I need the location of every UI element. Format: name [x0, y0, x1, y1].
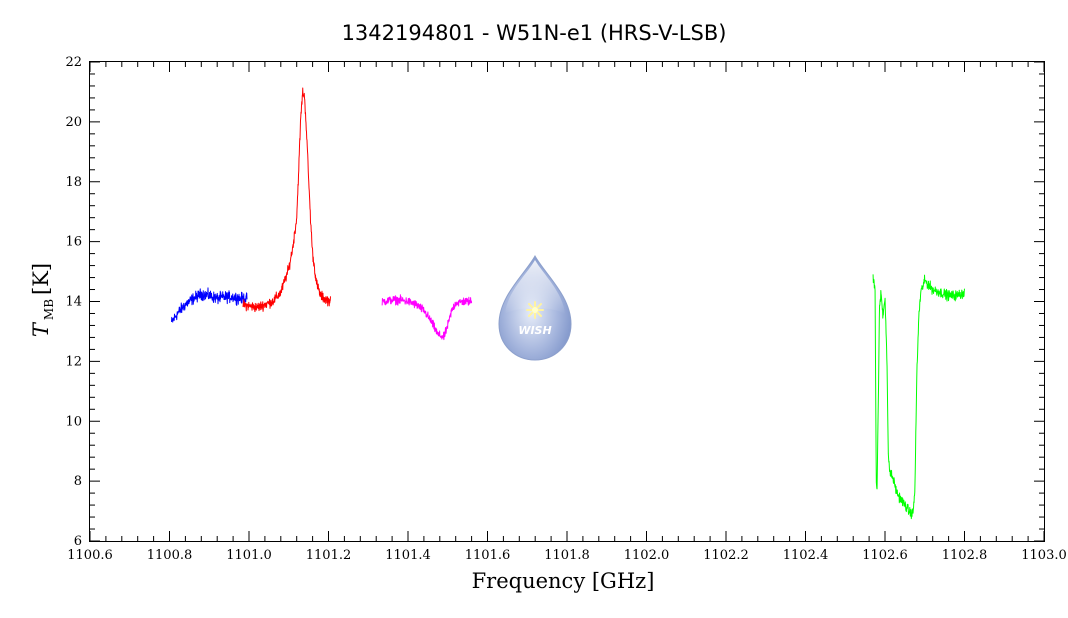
y-tick-label: 14	[65, 295, 82, 310]
y-tick-labels: 6 8 10 12 14 16 18 20 22	[65, 55, 82, 549]
series-line-1	[242, 87, 331, 313]
wish-logo: WISH	[498, 254, 572, 361]
y-axis-label: TMB [K]	[29, 263, 56, 337]
x-tick-label: 1101.8	[544, 548, 590, 563]
x-tick-label: 1102.8	[942, 548, 988, 563]
star-core	[532, 307, 538, 313]
x-tick-label: 1103.0	[1021, 548, 1067, 563]
y-axis-label-main: T	[29, 321, 53, 337]
x-tick-label: 1100.8	[147, 548, 193, 563]
y-tick-label: 12	[65, 354, 82, 369]
x-tick-label: 1102.0	[624, 548, 670, 563]
x-tick-labels: 1100.6 1100.8 1101.0 1101.2 1101.4 1101.6 1101…	[67, 548, 1067, 563]
x-tick-label: 1101.0	[226, 548, 272, 563]
x-axis-label: Frequency [GHz]	[472, 569, 655, 593]
x-tick-label: 1100.6	[67, 548, 113, 563]
x-tick-label: 1102.6	[862, 548, 908, 563]
series-line-0	[170, 287, 248, 323]
y-tick-label: 20	[65, 115, 82, 130]
y-axis-label-unit: [K]	[29, 263, 53, 295]
plot-frame	[89, 61, 1045, 542]
axis-ticks	[89, 61, 1045, 542]
y-tick-label: 6	[74, 534, 82, 549]
series-line-2	[381, 294, 473, 341]
drop-highlight	[505, 260, 565, 314]
y-tick-label: 18	[65, 175, 82, 190]
y-tick-label: 16	[65, 235, 82, 250]
y-tick-label: 22	[65, 55, 82, 70]
x-tick-label: 1101.2	[306, 548, 352, 563]
y-axis-label-sub: MB	[42, 299, 56, 320]
y-tick-label: 8	[74, 474, 82, 489]
chart-title: 1342194801 - W51N-e1 (HRS-V-LSB)	[342, 21, 727, 45]
x-tick-label: 1101.6	[465, 548, 511, 563]
series-line-3	[872, 274, 965, 520]
x-tick-label: 1102.4	[783, 548, 829, 563]
logo-text: WISH	[518, 324, 551, 337]
x-tick-label: 1101.4	[385, 548, 431, 563]
x-tick-label: 1102.2	[703, 548, 749, 563]
y-tick-label: 10	[65, 414, 82, 429]
series-layer	[170, 87, 965, 520]
